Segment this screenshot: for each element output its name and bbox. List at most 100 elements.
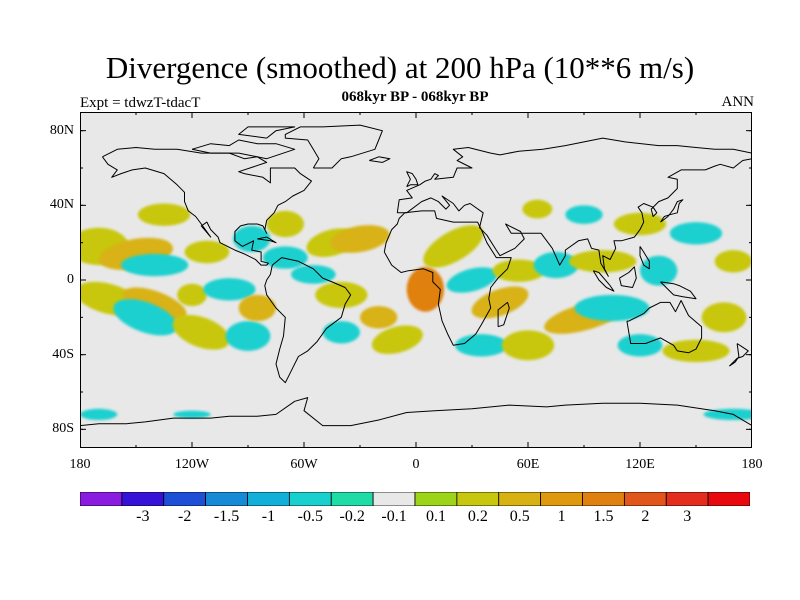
lon-tick-label: 60E	[516, 457, 540, 472]
divergence-patch	[455, 334, 508, 357]
colorbar-label: 3	[683, 508, 692, 525]
lon-tick-label: 120E	[625, 457, 655, 472]
colorbar-label: -0.5	[297, 508, 323, 525]
divergence-patch	[406, 266, 445, 312]
divergence-patch	[172, 314, 230, 350]
divergence-patch	[446, 267, 498, 293]
divergence-patch	[184, 240, 230, 264]
divergence-patch	[266, 210, 304, 238]
coastline	[191, 139, 296, 160]
lat-tick-label: 40S	[52, 346, 74, 362]
colorbar-label: 0.2	[467, 508, 488, 525]
divergence-patch	[714, 250, 752, 273]
coastline	[729, 343, 749, 367]
colorbar-swatch	[247, 492, 290, 506]
colorbar-swatch	[372, 492, 416, 506]
divergence-patch	[177, 283, 207, 307]
coastline	[101, 147, 312, 266]
divergence-patch	[80, 408, 118, 420]
colorbar-swatch	[582, 492, 625, 506]
divergence-patch	[137, 203, 191, 226]
divergence-patch	[122, 287, 187, 322]
lon-tick-label: 120W	[174, 457, 210, 472]
colorbar-label: 0.5	[509, 508, 530, 525]
coastline	[264, 257, 352, 384]
colorbar-label: -3	[136, 508, 150, 525]
chart-title: Divergence (smoothed) at 200 hPa (10**6 …	[105, 50, 695, 85]
colorbar-label: 1	[557, 508, 566, 525]
coastline	[592, 270, 615, 292]
divergence-patch	[262, 246, 308, 269]
colorbar-swatch	[623, 492, 667, 506]
colorbar-swatch	[665, 492, 709, 506]
coastline	[257, 236, 277, 244]
divergence-patch	[701, 302, 747, 333]
coastline	[639, 246, 650, 270]
divergence-patch	[662, 339, 730, 363]
colorbar-label: -2	[178, 508, 192, 525]
coastline	[497, 301, 510, 328]
colorbar-swatch	[456, 492, 500, 506]
coastline	[660, 281, 697, 300]
coastline	[80, 397, 752, 427]
lat-tick-label: 0	[67, 272, 74, 287]
lat-tick-label: 80S	[52, 421, 74, 437]
colorbar-swatch	[121, 492, 165, 506]
coastline	[660, 199, 684, 223]
colorbar-swatch	[707, 492, 750, 506]
lat-tick-label: 80N	[49, 122, 74, 138]
lon-tick-label: 60W	[290, 457, 318, 472]
lon-tick-label: 180	[741, 457, 763, 472]
divergence-patch	[173, 410, 211, 419]
colorbar-label: -0.1	[381, 508, 407, 525]
colorbar-swatch	[414, 492, 458, 506]
coastline	[284, 124, 383, 169]
experiment-label: Expt = tdwzT-tdacT	[80, 95, 201, 111]
divergence-patch	[330, 225, 390, 253]
colorbar-label: 1.5	[593, 508, 614, 525]
lon-tick-label: 0	[412, 457, 420, 472]
divergence-patch	[640, 255, 678, 286]
colorbar-label: 2	[641, 508, 650, 525]
divergence-patch	[569, 250, 637, 273]
colorbar-swatch	[330, 492, 374, 506]
colorbar-swatch	[540, 492, 583, 506]
divergence-patch	[121, 253, 189, 277]
divergence-patch	[471, 286, 529, 319]
coastline	[619, 266, 637, 288]
divergence-patch	[522, 199, 553, 219]
season-label: ANN	[721, 94, 755, 110]
coastline	[369, 156, 391, 163]
colorbar-swatch	[205, 492, 248, 506]
coastline	[626, 300, 703, 354]
divergence-patch	[371, 325, 423, 355]
colorbar-swatch	[498, 492, 542, 506]
chart-subtitle: 068kyr BP - 068kyr BP	[341, 89, 489, 105]
divergence-patch	[492, 259, 545, 282]
divergence-patch	[703, 408, 752, 420]
colorbar-label: -1.5	[213, 508, 240, 525]
divergence-patch	[322, 321, 360, 344]
divergence-patch	[423, 225, 484, 268]
colorbar-label: -1	[261, 508, 276, 525]
coastline	[397, 158, 752, 277]
colorbar-swatch	[80, 492, 123, 506]
colorbar-label: -0.2	[339, 508, 365, 525]
coastline	[238, 126, 296, 139]
divergence-patch	[565, 205, 603, 224]
divergence-patch	[233, 225, 271, 252]
coastline	[383, 210, 512, 346]
divergence-patch	[501, 330, 555, 361]
divergence-patch	[360, 306, 398, 329]
lat-tick-label: 40N	[49, 197, 74, 213]
divergence-patch	[238, 294, 276, 322]
divergence-patch	[315, 281, 368, 308]
divergence-patch	[533, 252, 579, 279]
divergence-patch	[613, 212, 667, 236]
colorbar	[80, 492, 750, 506]
divergence-patch	[669, 222, 723, 245]
divergence-patch	[203, 278, 256, 301]
divergence-patch	[225, 321, 271, 351]
colorbar-swatch	[288, 492, 332, 506]
divergence-patch	[574, 294, 650, 322]
